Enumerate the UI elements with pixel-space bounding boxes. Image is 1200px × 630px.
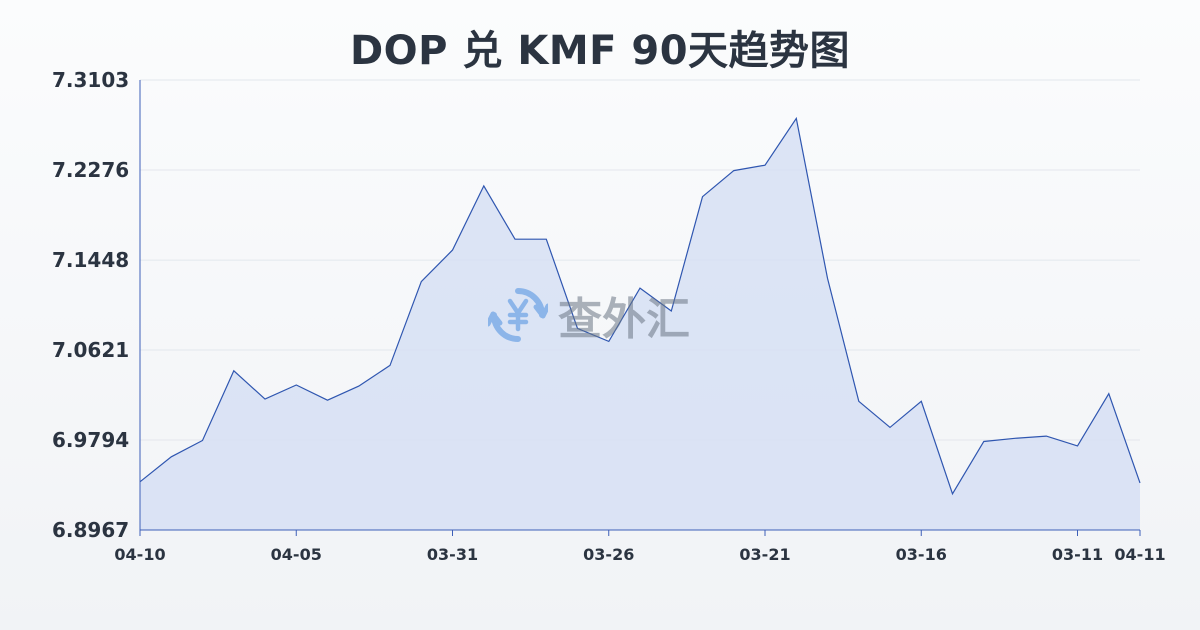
y-tick-label: 7.3103 bbox=[52, 68, 129, 92]
y-tick-label: 6.9794 bbox=[52, 428, 129, 452]
watermark: 查外汇 bbox=[488, 285, 690, 345]
yen-exchange-icon bbox=[488, 288, 548, 342]
watermark-text: 查外汇 bbox=[558, 294, 690, 345]
y-axis-ticks: 7.3103 7.2276 7.1448 7.0621 6.9794 6.8967 bbox=[52, 68, 129, 542]
x-tick-label: 04-10 bbox=[114, 545, 165, 564]
series-area bbox=[140, 118, 1140, 531]
x-tick-label: 03-26 bbox=[583, 545, 634, 564]
x-tick-label: 03-31 bbox=[427, 545, 478, 564]
y-tick-label: 7.1448 bbox=[52, 248, 129, 272]
x-tick-label: 03-11 bbox=[1052, 545, 1103, 564]
x-tick-label: 03-21 bbox=[739, 545, 790, 564]
y-tick-label: 6.8967 bbox=[52, 518, 129, 542]
area-series bbox=[139, 116, 1141, 531]
x-tick-label: 04-05 bbox=[271, 545, 322, 564]
x-tick-label: 03-16 bbox=[896, 545, 947, 564]
chart-title: DOP 兑 KMF 90天趋势图 bbox=[349, 28, 851, 74]
x-axis-ticks: 04-10 04-05 03-31 03-26 03-21 03-16 03-11 04-11 bbox=[114, 530, 1166, 564]
y-tick-label: 7.2276 bbox=[52, 158, 129, 182]
y-tick-label: 7.0621 bbox=[52, 338, 129, 362]
axes bbox=[139, 80, 1140, 531]
x-tick-label: 04-11 bbox=[1114, 545, 1165, 564]
